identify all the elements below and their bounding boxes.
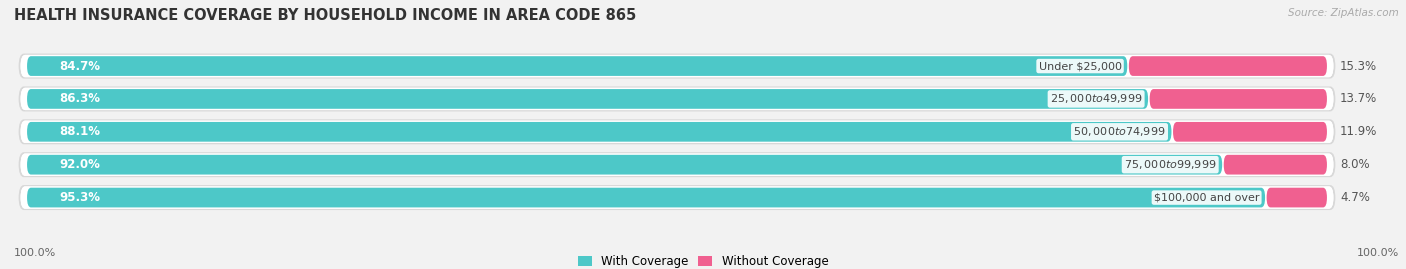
Text: $100,000 and over: $100,000 and over (1154, 193, 1260, 203)
FancyBboxPatch shape (21, 154, 1333, 176)
Text: Source: ZipAtlas.com: Source: ZipAtlas.com (1288, 8, 1399, 18)
FancyBboxPatch shape (21, 55, 1333, 77)
FancyBboxPatch shape (21, 121, 1333, 143)
FancyBboxPatch shape (18, 119, 1336, 144)
FancyBboxPatch shape (18, 152, 1336, 177)
Text: 13.7%: 13.7% (1340, 93, 1378, 105)
FancyBboxPatch shape (27, 155, 1222, 175)
Text: 92.0%: 92.0% (59, 158, 100, 171)
FancyBboxPatch shape (1129, 56, 1327, 76)
Text: 8.0%: 8.0% (1340, 158, 1369, 171)
FancyBboxPatch shape (21, 55, 1333, 77)
FancyBboxPatch shape (1150, 89, 1327, 109)
Text: HEALTH INSURANCE COVERAGE BY HOUSEHOLD INCOME IN AREA CODE 865: HEALTH INSURANCE COVERAGE BY HOUSEHOLD I… (14, 8, 637, 23)
Text: 15.3%: 15.3% (1340, 59, 1376, 73)
FancyBboxPatch shape (1267, 188, 1327, 207)
Text: $75,000 to $99,999: $75,000 to $99,999 (1123, 158, 1216, 171)
Text: 100.0%: 100.0% (1357, 248, 1399, 258)
Text: 84.7%: 84.7% (59, 59, 101, 73)
FancyBboxPatch shape (18, 54, 1336, 79)
Text: 100.0%: 100.0% (14, 248, 56, 258)
Text: 95.3%: 95.3% (59, 191, 101, 204)
FancyBboxPatch shape (27, 122, 1171, 142)
Text: $50,000 to $74,999: $50,000 to $74,999 (1073, 125, 1166, 138)
Text: $25,000 to $49,999: $25,000 to $49,999 (1050, 93, 1142, 105)
FancyBboxPatch shape (27, 56, 1128, 76)
FancyBboxPatch shape (1223, 155, 1327, 175)
FancyBboxPatch shape (18, 185, 1336, 210)
Text: 4.7%: 4.7% (1340, 191, 1369, 204)
FancyBboxPatch shape (21, 154, 1333, 176)
FancyBboxPatch shape (27, 188, 1265, 207)
FancyBboxPatch shape (21, 88, 1333, 110)
Text: 86.3%: 86.3% (59, 93, 101, 105)
FancyBboxPatch shape (18, 86, 1336, 111)
Text: 11.9%: 11.9% (1340, 125, 1378, 138)
FancyBboxPatch shape (21, 88, 1333, 110)
FancyBboxPatch shape (21, 121, 1333, 143)
Text: Under $25,000: Under $25,000 (1039, 61, 1122, 71)
FancyBboxPatch shape (21, 186, 1333, 209)
FancyBboxPatch shape (21, 186, 1333, 209)
Legend: With Coverage, Without Coverage: With Coverage, Without Coverage (578, 255, 828, 268)
FancyBboxPatch shape (27, 89, 1149, 109)
Text: 88.1%: 88.1% (59, 125, 101, 138)
FancyBboxPatch shape (1173, 122, 1327, 142)
